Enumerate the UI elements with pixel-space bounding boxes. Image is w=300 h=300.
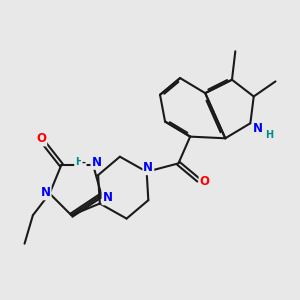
- Text: H: H: [75, 158, 83, 167]
- Text: N: N: [103, 191, 112, 204]
- Text: N: N: [92, 156, 101, 169]
- Text: H: H: [265, 130, 273, 140]
- Text: N: N: [253, 122, 263, 135]
- Text: N: N: [40, 186, 51, 199]
- Text: O: O: [36, 133, 46, 146]
- Text: N: N: [143, 161, 153, 174]
- Text: -: -: [82, 158, 86, 167]
- Text: O: O: [200, 175, 209, 188]
